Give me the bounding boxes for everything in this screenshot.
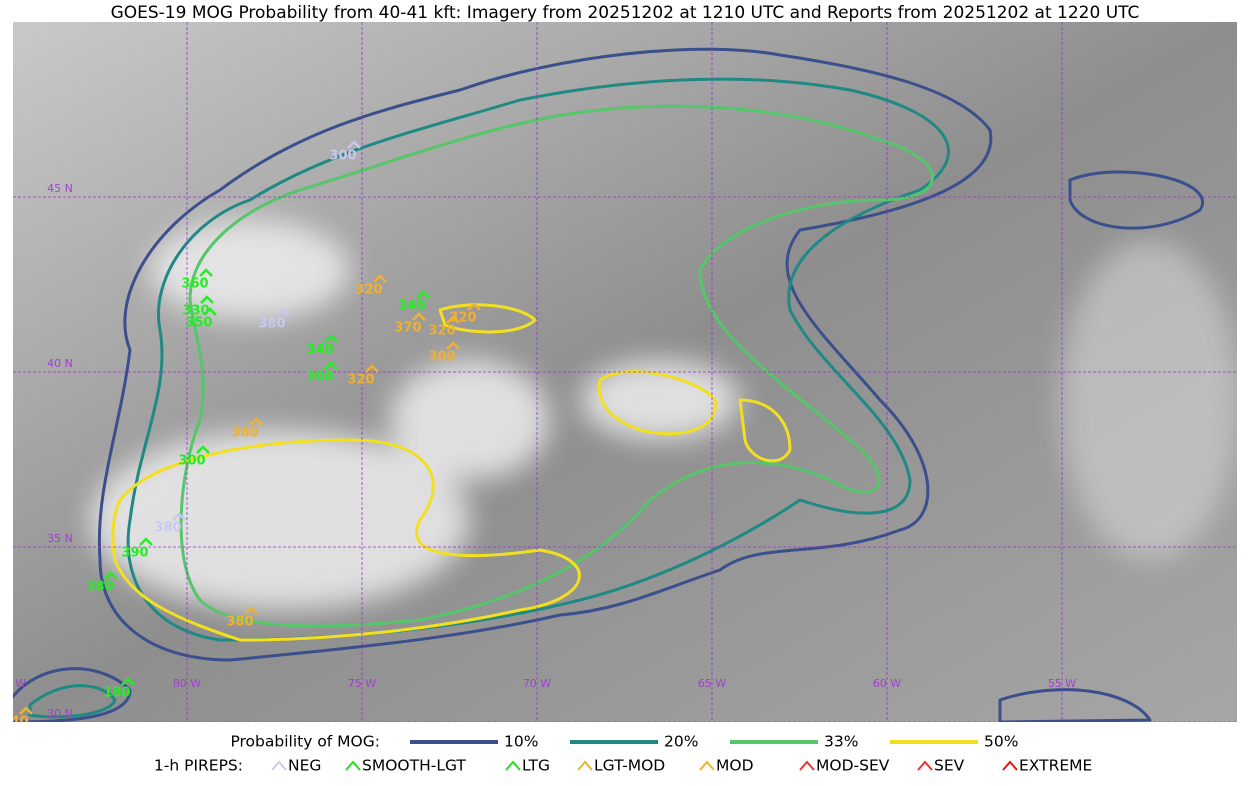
legend-label: Probability of MOG: (230, 733, 380, 751)
report-level: 350 (185, 316, 212, 331)
report-icon (200, 295, 214, 304)
report-level: 340 (306, 343, 333, 358)
report-level: 320 (347, 373, 374, 388)
legend-item: NEG (288, 757, 321, 775)
legend-item: MOD-SEV (816, 757, 890, 775)
report-icon (139, 537, 153, 546)
report-icon (446, 315, 460, 324)
lon-label: 85 W (0, 677, 26, 690)
report-icon (416, 290, 430, 299)
report-level: 340 (398, 299, 425, 314)
legend: Probability of MOG: 10% 20% 33% 50% 1-h PIREP… (154, 733, 1092, 775)
lon-label: 65 W (698, 677, 726, 690)
legend-item: 20% (664, 733, 698, 751)
lon-label: 60 W (873, 677, 901, 690)
report-level: 380 (231, 426, 258, 441)
legend-symbol (271, 760, 287, 771)
report-level: 380 (226, 615, 253, 630)
legend-item: 50% (984, 733, 1018, 751)
graticule (13, 22, 1237, 722)
legend-symbol (505, 760, 521, 771)
lon-label: 80 W (173, 677, 201, 690)
report-icon (276, 308, 290, 317)
report-icon (412, 312, 426, 321)
report-level: 380 (258, 317, 285, 332)
legend-symbol (699, 760, 715, 771)
report-icon (104, 571, 118, 580)
report-icon (203, 307, 217, 316)
report-icon (121, 677, 135, 686)
report-level: 340 (1, 715, 28, 730)
report-level: 320 (355, 283, 382, 298)
lat-label: 35 N (47, 532, 73, 545)
lon-label: 70 W (523, 677, 551, 690)
report-icon (172, 512, 186, 521)
legend-symbol (577, 760, 593, 771)
report-level: 370 (394, 321, 421, 336)
report-level: 380 (86, 580, 113, 595)
legend-symbol (345, 760, 361, 771)
report-icon (373, 274, 387, 283)
report-icon (199, 268, 213, 277)
report-icon (244, 606, 258, 615)
lat-label: 40 N (47, 357, 73, 370)
report-level: 300 (306, 370, 333, 385)
report-icon (324, 334, 338, 343)
report-icon (467, 302, 481, 311)
lat-label: 30 N (47, 707, 73, 720)
lat-label: 45 N (47, 182, 73, 195)
legend-label: 1-h PIREPS: (154, 757, 243, 775)
report-icon (347, 140, 361, 149)
legend-item: 33% (824, 733, 858, 751)
report-icon (19, 706, 33, 715)
report-level: 320 (428, 324, 455, 339)
legend-symbol (1002, 760, 1018, 771)
report-level: 180 (103, 686, 130, 701)
report-level: 300 (428, 350, 455, 365)
report-level: 390 (121, 546, 148, 561)
report-icon (446, 341, 460, 350)
legend-item: LTG (522, 757, 550, 775)
legend-item: MOD (716, 757, 754, 775)
legend-item: EXTREME (1019, 757, 1092, 775)
legend-symbol (917, 760, 933, 771)
report-icon (365, 364, 379, 373)
report-level: 330 (182, 304, 209, 319)
legend-symbol (799, 760, 815, 771)
report-icon (324, 361, 338, 370)
legend-item: 10% (504, 733, 538, 751)
legend-item: SEV (934, 757, 965, 775)
report-level: 300 (329, 149, 356, 164)
report-level: 380 (154, 521, 181, 536)
report-level: 360 (181, 277, 208, 292)
title: GOES-19 MOG Probability from 40-41 kft: … (111, 3, 1140, 23)
report-icon (196, 445, 210, 454)
report-icon (249, 417, 263, 426)
report-level: 300 (178, 454, 205, 469)
legend-item: SMOOTH-LGT (362, 757, 466, 775)
lon-label: 55 W (1048, 677, 1076, 690)
legend-item: LGT-MOD (594, 757, 665, 775)
lon-label: 75 W (348, 677, 376, 690)
